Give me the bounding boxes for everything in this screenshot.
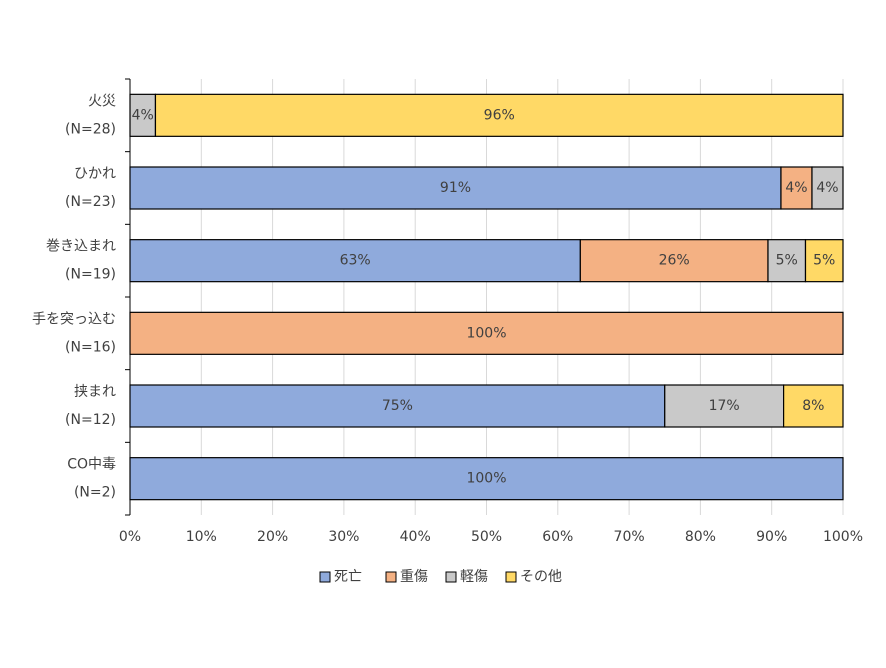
bar-segment <box>129 311 844 355</box>
y-tick-label: (N=19) <box>65 267 116 283</box>
y-tick-label: ひかれ <box>74 166 116 182</box>
bar-segment <box>783 384 844 428</box>
x-tick-label: 60% <box>542 529 573 545</box>
x-tick-label: 90% <box>756 529 787 545</box>
bar-segment <box>129 239 581 283</box>
x-tick-label: 0% <box>119 529 141 545</box>
data-label: 75% <box>382 398 413 414</box>
legend-swatch <box>319 571 331 583</box>
data-label: 26% <box>659 253 690 269</box>
x-tick-label: 100% <box>823 529 863 545</box>
data-label: 100% <box>466 471 506 487</box>
bar-segment <box>804 239 844 283</box>
x-tick-label: 30% <box>328 529 359 545</box>
y-tick-label: 火災 <box>88 93 116 109</box>
x-tick-label: 10% <box>186 529 217 545</box>
y-tick-label: (N=16) <box>65 339 116 355</box>
x-tick-label: 50% <box>471 529 502 545</box>
y-tick-label: (N=28) <box>65 121 116 137</box>
y-tick-label: (N=2) <box>74 485 116 501</box>
y-tick-label: CO中毒 <box>67 457 116 473</box>
y-tick-label: 巻き込まれ <box>46 239 116 255</box>
x-tick-label: 80% <box>685 529 716 545</box>
y-tick-label: (N=12) <box>65 412 116 428</box>
legend-swatch <box>385 571 397 583</box>
y-tick-label: 挟まれ <box>74 384 116 400</box>
data-label: 63% <box>340 253 371 269</box>
bar-segment <box>767 239 807 283</box>
legend-swatch <box>505 571 517 583</box>
data-label: 4% <box>816 180 838 196</box>
legend-label: 重傷 <box>400 569 428 585</box>
legend-label: その他 <box>520 569 562 585</box>
bar-segment <box>154 93 844 137</box>
data-label: 4% <box>785 180 807 196</box>
legend-swatch <box>445 571 457 583</box>
x-tick-label: 70% <box>614 529 645 545</box>
data-label: 5% <box>776 253 798 269</box>
legend-label: 軽傷 <box>460 569 488 585</box>
data-label: 5% <box>813 253 835 269</box>
data-label: 96% <box>484 107 515 123</box>
data-label: 17% <box>709 398 740 414</box>
data-label: 91% <box>440 180 471 196</box>
bar-segment <box>129 166 782 210</box>
legend-label: 死亡 <box>334 569 362 585</box>
bar-segment <box>664 384 785 428</box>
data-label: 8% <box>802 398 824 414</box>
y-tick-label: (N=23) <box>65 194 116 210</box>
data-label: 4% <box>132 107 154 123</box>
bar-segment <box>811 166 844 210</box>
y-tick-label: 手を突っ込む <box>32 311 116 327</box>
bar-segment <box>780 166 813 210</box>
x-tick-label: 40% <box>400 529 431 545</box>
bar-segment <box>129 457 844 501</box>
data-label: 100% <box>466 325 506 341</box>
x-tick-label: 20% <box>257 529 288 545</box>
